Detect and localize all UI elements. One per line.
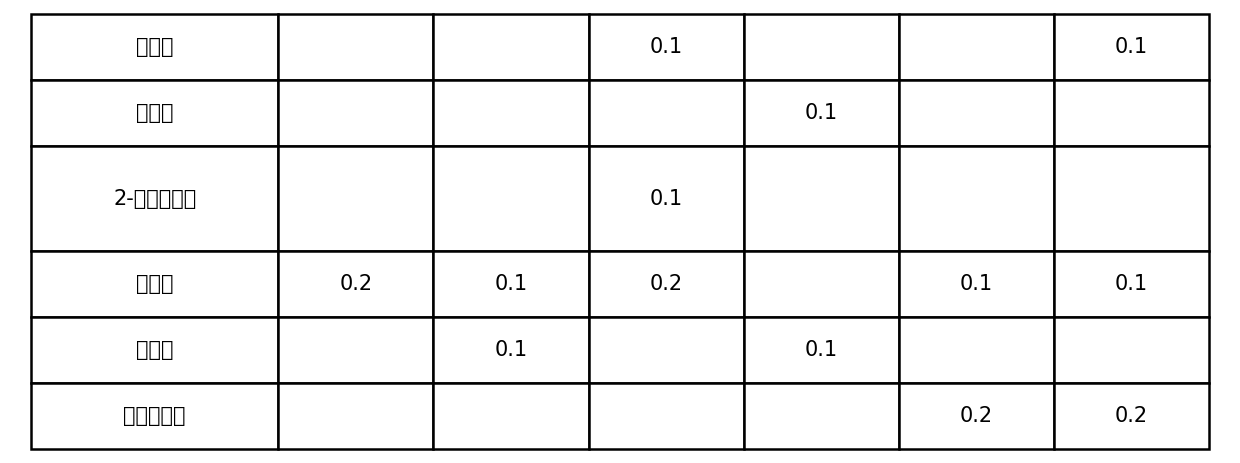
- Text: 0.1: 0.1: [495, 340, 527, 360]
- Bar: [744, 146, 899, 251]
- Bar: [899, 14, 1054, 80]
- Text: 水杨酸甲酯: 水杨酸甲酯: [124, 406, 186, 426]
- Bar: [744, 14, 899, 80]
- Bar: [1054, 317, 1209, 383]
- Text: 0.1: 0.1: [495, 274, 527, 294]
- Bar: [1054, 251, 1209, 317]
- Bar: [434, 14, 589, 80]
- Text: 0.1: 0.1: [1115, 274, 1148, 294]
- Bar: [899, 383, 1054, 449]
- Text: 苯甲醛: 苯甲醛: [136, 103, 174, 123]
- Bar: [31, 383, 278, 449]
- Text: 苯乙醛: 苯乙醛: [136, 274, 174, 294]
- Bar: [589, 251, 744, 317]
- Text: 0.1: 0.1: [650, 188, 683, 208]
- Bar: [899, 146, 1054, 251]
- Bar: [278, 80, 434, 146]
- Bar: [744, 251, 899, 317]
- Text: 0.1: 0.1: [805, 340, 838, 360]
- Bar: [589, 14, 744, 80]
- Bar: [31, 146, 278, 251]
- Text: 苯甲醇: 苯甲醇: [136, 37, 174, 57]
- Bar: [278, 146, 434, 251]
- Bar: [589, 146, 744, 251]
- Bar: [1054, 383, 1209, 449]
- Bar: [31, 14, 278, 80]
- Text: 0.2: 0.2: [1115, 406, 1148, 426]
- Bar: [434, 251, 589, 317]
- Bar: [434, 80, 589, 146]
- Bar: [434, 317, 589, 383]
- Bar: [1054, 146, 1209, 251]
- Bar: [589, 317, 744, 383]
- Bar: [744, 383, 899, 449]
- Bar: [278, 14, 434, 80]
- Bar: [31, 80, 278, 146]
- Bar: [31, 251, 278, 317]
- Bar: [1054, 14, 1209, 80]
- Bar: [899, 80, 1054, 146]
- Text: 0.2: 0.2: [960, 406, 993, 426]
- Bar: [278, 383, 434, 449]
- Text: 0.2: 0.2: [340, 274, 372, 294]
- Bar: [589, 383, 744, 449]
- Text: 0.1: 0.1: [650, 37, 683, 57]
- Bar: [744, 80, 899, 146]
- Text: 柠橬烯: 柠橬烯: [136, 340, 174, 360]
- Text: 0.1: 0.1: [960, 274, 993, 294]
- Bar: [278, 251, 434, 317]
- Bar: [31, 317, 278, 383]
- Text: 0.1: 0.1: [1115, 37, 1148, 57]
- Bar: [434, 383, 589, 449]
- Text: 0.2: 0.2: [650, 274, 683, 294]
- Bar: [744, 317, 899, 383]
- Bar: [899, 251, 1054, 317]
- Bar: [278, 317, 434, 383]
- Bar: [434, 146, 589, 251]
- Bar: [1054, 80, 1209, 146]
- Bar: [589, 80, 744, 146]
- Text: 0.1: 0.1: [805, 103, 838, 123]
- Text: 2-羟基苯甲醛: 2-羟基苯甲醛: [113, 188, 196, 208]
- Bar: [899, 317, 1054, 383]
